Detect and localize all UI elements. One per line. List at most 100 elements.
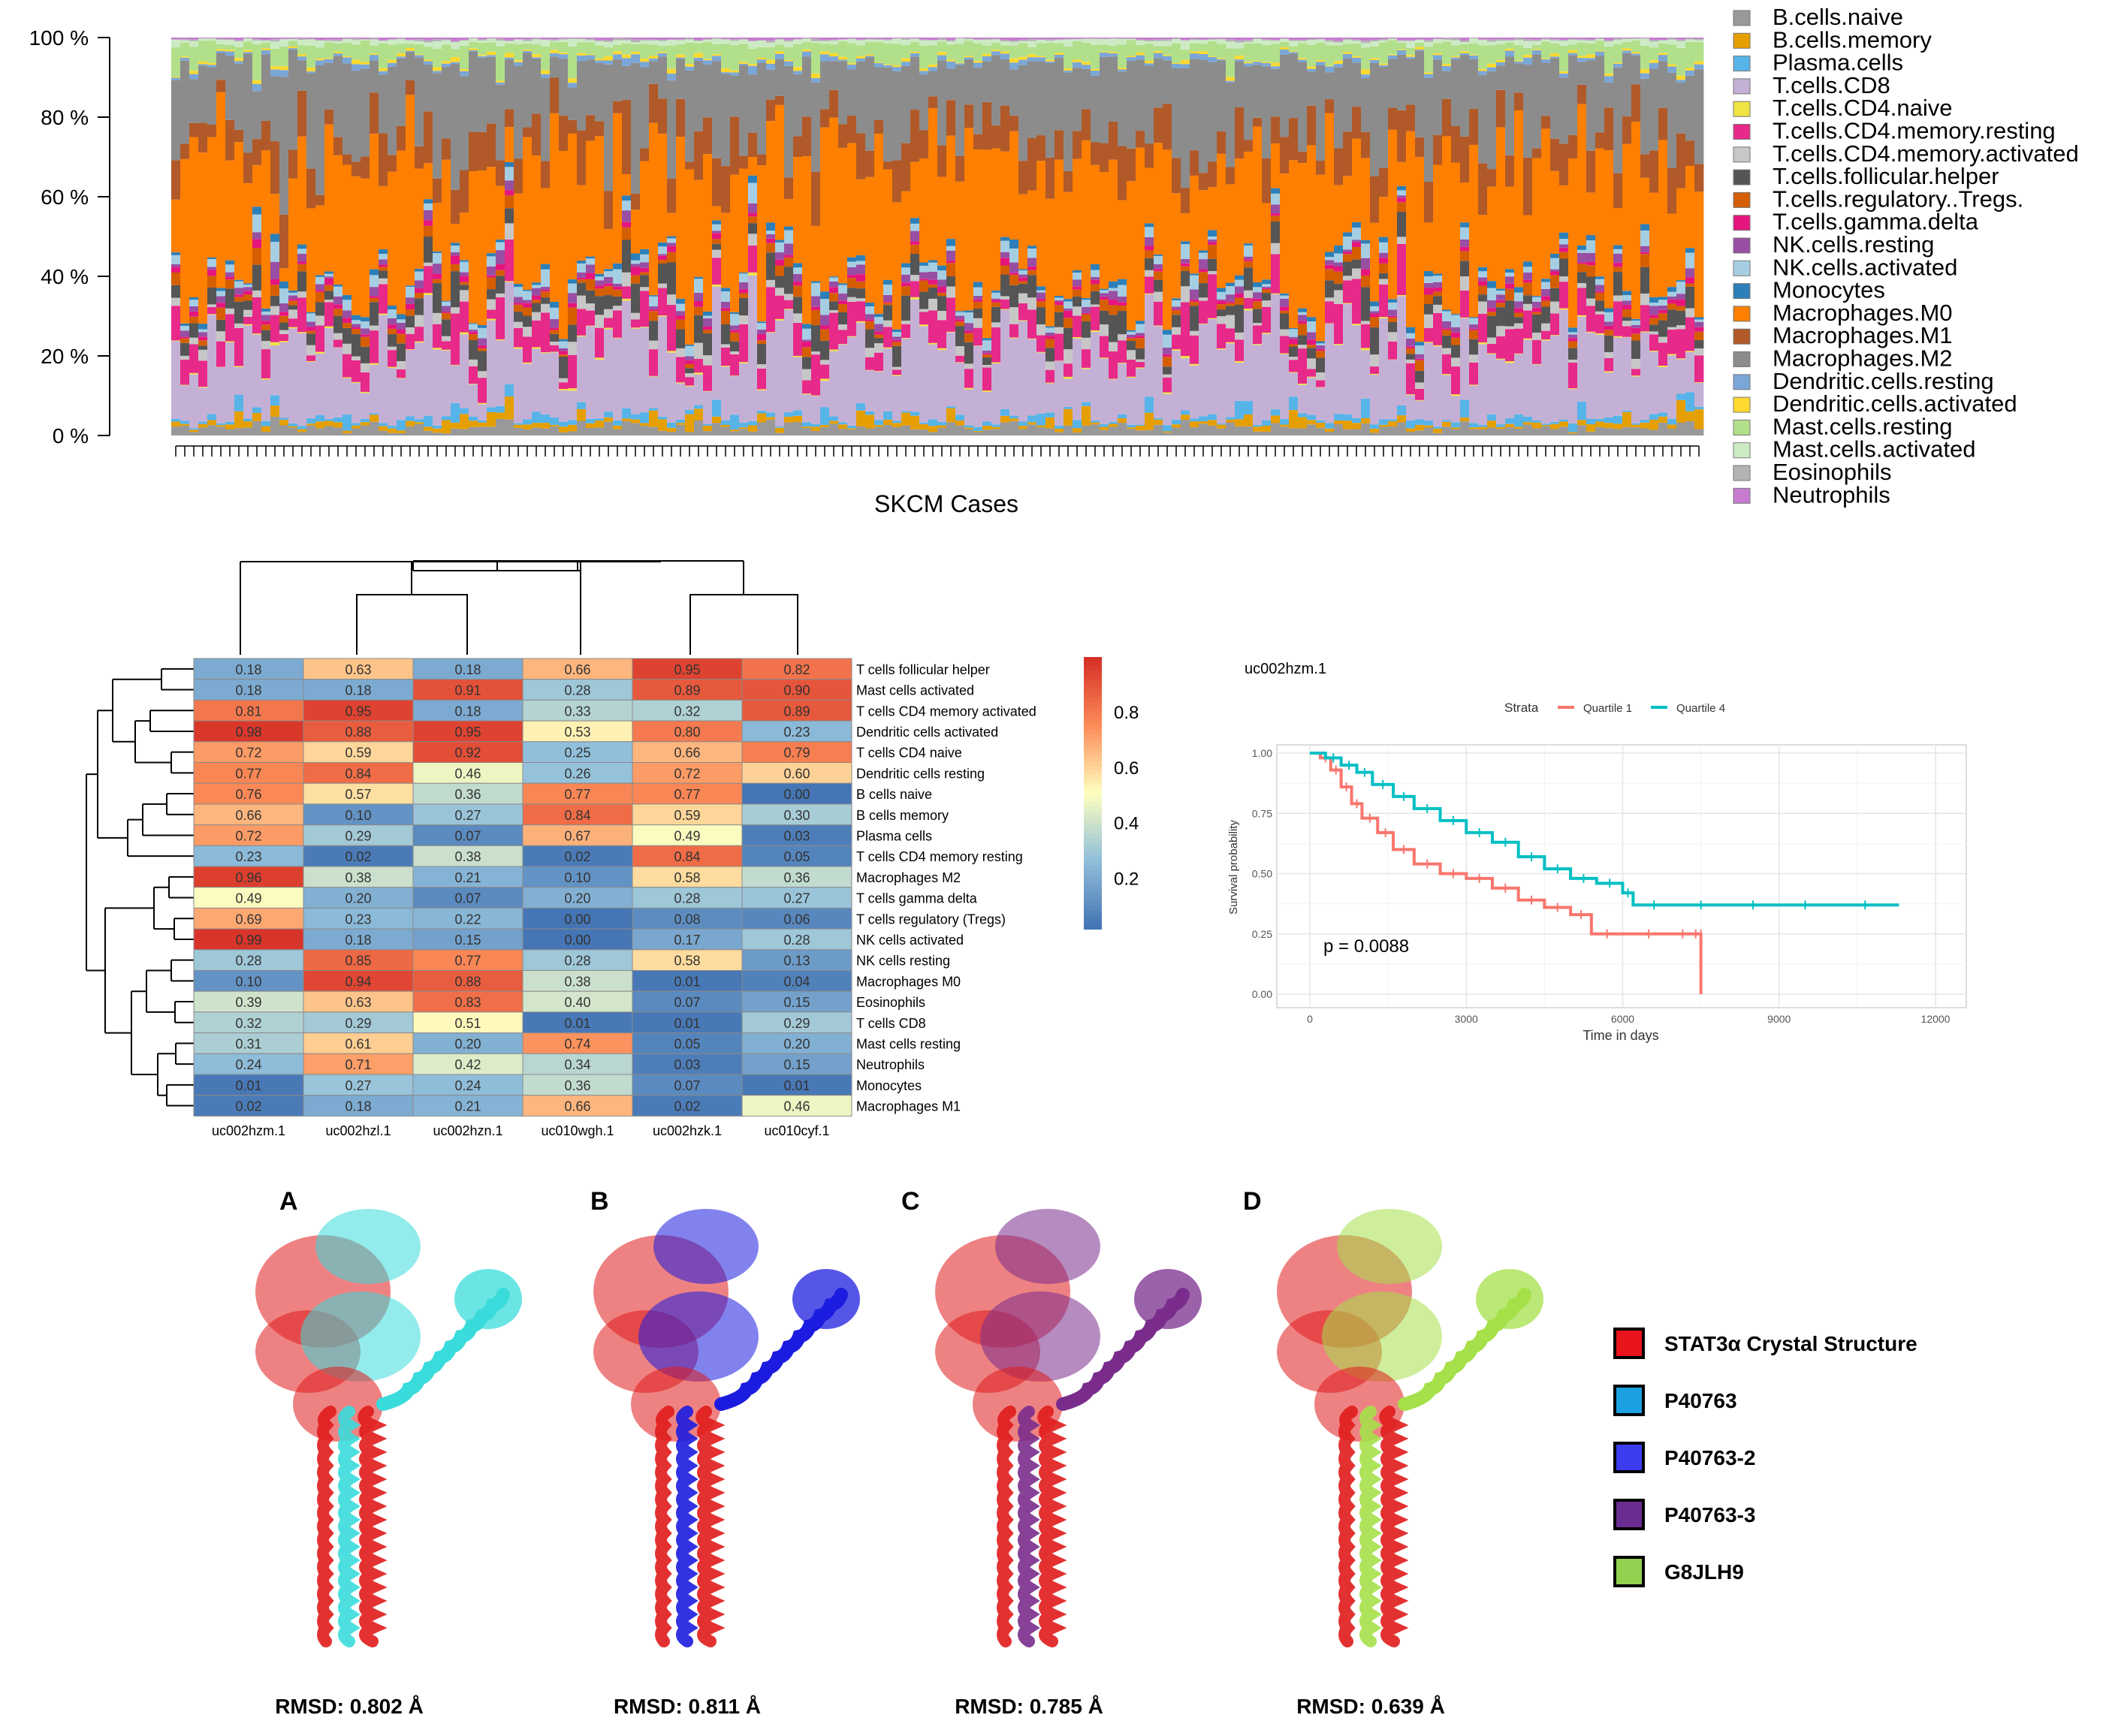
- bar-segment: [892, 160, 902, 203]
- bar-segment: [991, 39, 1001, 43]
- bar-segment: [649, 44, 659, 56]
- bar-segment: [676, 382, 686, 384]
- bar-segment: [1676, 393, 1686, 400]
- bar-segment: [442, 416, 451, 420]
- bar-segment: [874, 41, 884, 63]
- cell-value: 0.04: [783, 974, 810, 989]
- bar-segment: [1649, 331, 1659, 335]
- heatmap-cell: [193, 866, 304, 888]
- bar-segment: [991, 426, 1001, 429]
- bar-segment: [1676, 423, 1686, 436]
- bar-segment: [946, 38, 956, 41]
- bar-segment: [379, 426, 388, 431]
- bar-segment: [703, 65, 713, 118]
- bar-segment: [604, 269, 614, 272]
- cell-value: 0.58: [674, 870, 700, 885]
- bar-segment: [379, 430, 388, 436]
- bar-segment: [631, 312, 641, 320]
- bar-segment: [919, 312, 929, 325]
- bar-segment: [496, 250, 505, 264]
- bar-segment: [991, 362, 1001, 363]
- bar-segment: [1415, 342, 1425, 346]
- bar-segment: [315, 194, 325, 206]
- bar-segment: [892, 38, 902, 39]
- bar-segment: [1622, 317, 1632, 321]
- bar-segment: [1622, 53, 1632, 117]
- bar-segment: [1190, 301, 1199, 306]
- bar-segment: [1280, 298, 1290, 307]
- bar-segment: [1388, 59, 1398, 108]
- bar-segment: [892, 369, 902, 375]
- bar-segment: [216, 38, 226, 39]
- y-tick-label: 80 %: [41, 106, 89, 129]
- bar-segment: [721, 324, 731, 345]
- bar-segment: [838, 38, 848, 40]
- bar-segment: [388, 66, 397, 155]
- bar-segment: [1388, 299, 1398, 303]
- bar-segment: [424, 426, 433, 431]
- bar-segment: [757, 390, 767, 411]
- bar-segment: [1388, 332, 1398, 342]
- bar-segment: [1027, 47, 1037, 55]
- bar-segment: [261, 324, 271, 330]
- bar-segment: [1415, 42, 1425, 47]
- bar-segment: [1541, 59, 1551, 63]
- bar-segment: [613, 38, 623, 41]
- bar-segment: [1631, 333, 1641, 341]
- bar-segment: [550, 351, 560, 353]
- bar-segment: [1036, 61, 1046, 136]
- bar-segment: [856, 56, 866, 59]
- bar-segment: [1289, 428, 1299, 436]
- legend-swatch: [1733, 146, 1751, 163]
- bar-segment: [964, 41, 974, 56]
- bar-segment: [784, 226, 794, 231]
- bar-segment: [352, 161, 361, 176]
- colorbar-step: [1084, 680, 1102, 686]
- colorbar-step: [1084, 797, 1102, 803]
- cell-value: 0.71: [345, 1057, 371, 1072]
- bar-segment: [352, 360, 361, 382]
- bar-segment: [1127, 334, 1136, 338]
- bar-segment: [1532, 41, 1542, 45]
- bar-segment: [1244, 401, 1254, 415]
- heatmap-cell: [522, 1095, 633, 1117]
- bar-segment: [1343, 58, 1353, 132]
- bar-segment: [802, 422, 812, 427]
- bar-segment: [1505, 423, 1515, 427]
- bar-segment: [415, 422, 424, 424]
- row-dendrogram: [86, 668, 194, 1107]
- bar-segment: [261, 349, 271, 378]
- bar-segment: [1406, 38, 1416, 41]
- bar-segment: [937, 145, 947, 177]
- bar-segment: [532, 411, 542, 423]
- bar-segment: [793, 273, 803, 282]
- bar-segment: [1559, 247, 1569, 252]
- bar-segment: [901, 321, 911, 324]
- bar-segment: [270, 279, 280, 285]
- bar-segment: [1100, 426, 1109, 430]
- bar-segment: [766, 121, 776, 223]
- heatmap-cell: [522, 949, 633, 972]
- bar-segment: [856, 133, 866, 179]
- bar-segment: [1613, 253, 1623, 263]
- bar-segment: [1586, 252, 1596, 262]
- bar-segment: [1325, 260, 1335, 265]
- bar-segment: [505, 180, 514, 191]
- bar-segment: [1658, 416, 1668, 423]
- bar-segment: [1424, 271, 1434, 277]
- bar-segment: [1163, 357, 1172, 367]
- bar-segment: [1036, 43, 1046, 56]
- bar-segment: [847, 301, 857, 336]
- bar-segment: [1027, 297, 1037, 310]
- bar-segment: [478, 404, 487, 420]
- bar-segment: [928, 342, 938, 345]
- legend-swatch: [1733, 487, 1751, 504]
- bar-segment: [1487, 186, 1497, 282]
- bar-segment: [685, 39, 695, 43]
- bar-segment: [1172, 419, 1181, 425]
- colorbar-step: [1084, 666, 1102, 672]
- bar-segment: [1370, 38, 1380, 40]
- bar-segment: [1235, 48, 1245, 56]
- bar-segment: [694, 61, 704, 131]
- bar-segment: [676, 357, 686, 383]
